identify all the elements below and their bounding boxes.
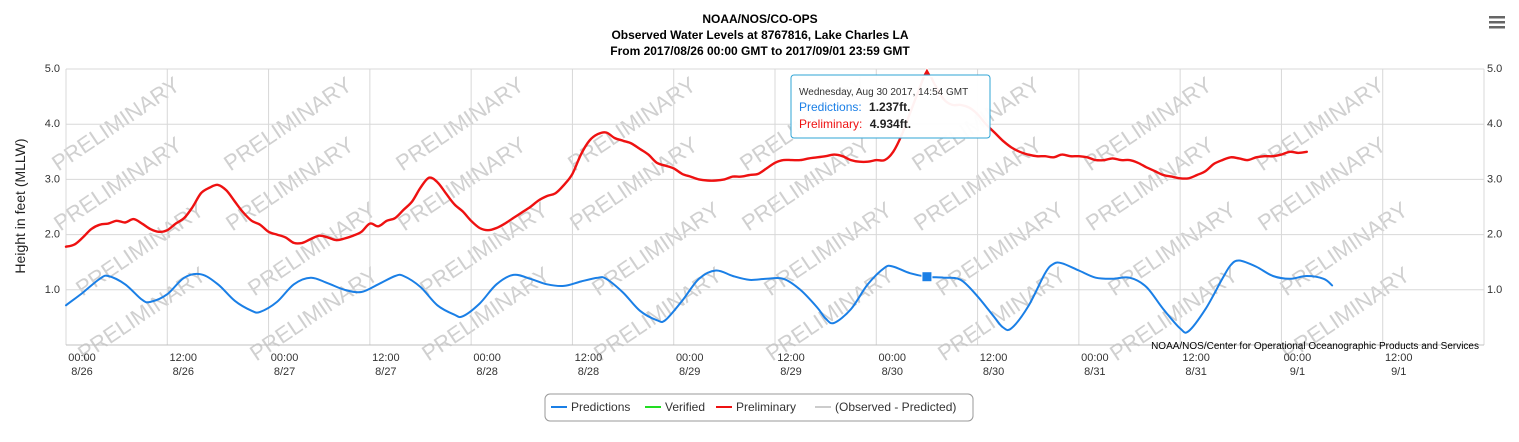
- y-tick-right-4: 5.0: [1487, 63, 1502, 75]
- x-tick-date-11: 8/31: [1185, 366, 1206, 378]
- x-tick-date-1: 8/26: [173, 366, 194, 378]
- x-tick-time-8: 00:00: [879, 352, 907, 364]
- y-tick-right-3: 4.0: [1487, 118, 1502, 130]
- legend-item-1[interactable]: Verified: [645, 400, 705, 414]
- x-tick-date-12: 9/1: [1290, 366, 1305, 378]
- x-tick-time-13: 12:00: [1385, 352, 1413, 364]
- x-tick-time-12: 00:00: [1284, 352, 1312, 364]
- y-tick-left-1: 2.0: [45, 229, 60, 241]
- series-preliminary-line[interactable]: [64, 71, 1308, 248]
- x-tick-date-5: 8/28: [578, 366, 599, 378]
- x-tick-time-7: 12:00: [777, 352, 805, 364]
- hamburger-menu-icon[interactable]: [1489, 15, 1505, 29]
- preliminary-watermarks: PRELIMINARY PRELIMINARY PRELIMINARY PRELIMI…: [47, 72, 1415, 366]
- x-tick-time-6: 00:00: [676, 352, 704, 364]
- x-tick-time-5: 12:00: [575, 352, 603, 364]
- legend-item-2[interactable]: Preliminary: [716, 400, 796, 414]
- tooltip-predictions-label: Predictions:: [799, 100, 862, 114]
- y-tick-right-2: 3.0: [1487, 173, 1502, 185]
- x-tick-date-3: 8/27: [375, 366, 396, 378]
- tooltip-preliminary-value: 4.934ft.: [870, 117, 911, 131]
- y-tick-left-2: 3.0: [45, 173, 60, 185]
- series-lines: [64, 71, 1334, 334]
- chart-grid: [65, 68, 1485, 346]
- x-tick-labels: 00:00 8/26 12:00 8/26 00:00 8/27 12:00 8/27 00:0…: [68, 352, 1412, 378]
- y-tick-left-0: 1.0: [45, 284, 60, 296]
- x-tick-date-2: 8/27: [274, 366, 295, 378]
- tooltip-preliminary-label: Preliminary:: [799, 117, 862, 131]
- y-tick-right-1: 2.0: [1487, 229, 1502, 241]
- y-axis-label: Height in feet (MLLW): [12, 138, 28, 273]
- x-tick-date-9: 8/30: [983, 366, 1004, 378]
- y-tick-labels-left: 1.0 2.0 3.0 4.0 5.0: [45, 63, 60, 296]
- x-tick-time-0: 00:00: [68, 352, 96, 364]
- chart-title-line1: NOAA/NOS/CO-OPS: [702, 12, 817, 26]
- x-tick-date-8: 8/30: [882, 366, 903, 378]
- x-tick-time-3: 12:00: [372, 352, 400, 364]
- legend-item-3[interactable]: (Observed - Predicted): [815, 400, 956, 414]
- predictions-hover-marker[interactable]: [921, 271, 933, 283]
- tooltip: Wednesday, Aug 30 2017, 14:54 GMT Predic…: [790, 74, 991, 139]
- x-tick-date-10: 8/31: [1084, 366, 1105, 378]
- legend-label-1: Verified: [665, 400, 705, 414]
- x-tick-time-4: 00:00: [473, 352, 501, 364]
- x-tick-date-7: 8/29: [780, 366, 801, 378]
- y-tick-left-3: 4.0: [45, 118, 60, 130]
- x-tick-time-10: 00:00: [1081, 352, 1109, 364]
- x-tick-date-6: 8/29: [679, 366, 700, 378]
- x-tick-time-9: 12:00: [980, 352, 1008, 364]
- x-tick-date-0: 8/26: [71, 366, 92, 378]
- chart-credits[interactable]: NOAA/NOS/Center for Operational Oceanogr…: [1151, 341, 1479, 352]
- tooltip-predictions-value: 1.237ft.: [869, 100, 910, 114]
- tooltip-header: Wednesday, Aug 30 2017, 14:54 GMT: [799, 87, 968, 98]
- chart-title-line3: From 2017/08/26 00:00 GMT to 2017/09/01 …: [610, 44, 910, 58]
- chart-title-line2: Observed Water Levels at 8767816, Lake C…: [611, 28, 908, 42]
- tooltip-preliminary-row: Preliminary: 4.934ft.: [799, 117, 911, 131]
- legend-item-0[interactable]: Predictions: [551, 400, 630, 414]
- legend-label-3: (Observed - Predicted): [835, 400, 956, 414]
- legend-label-2: Preliminary: [736, 400, 796, 414]
- y-tick-labels-right: 1.0 2.0 3.0 4.0 5.0: [1487, 63, 1502, 296]
- legend-label-0: Predictions: [571, 400, 630, 414]
- series-predictions-line[interactable]: [65, 259, 1334, 334]
- x-tick-date-13: 9/1: [1391, 366, 1406, 378]
- x-tick-time-11: 12:00: [1182, 352, 1210, 364]
- tooltip-predictions-row: Predictions: 1.237ft.: [799, 100, 910, 114]
- legend: Predictions Verified Preliminary (Observed …: [544, 393, 974, 422]
- x-tick-time-2: 00:00: [271, 352, 299, 364]
- y-tick-right-0: 1.0: [1487, 284, 1502, 296]
- x-tick-time-1: 12:00: [170, 352, 198, 364]
- y-tick-left-4: 5.0: [45, 63, 60, 75]
- x-tick-date-4: 8/28: [476, 366, 497, 378]
